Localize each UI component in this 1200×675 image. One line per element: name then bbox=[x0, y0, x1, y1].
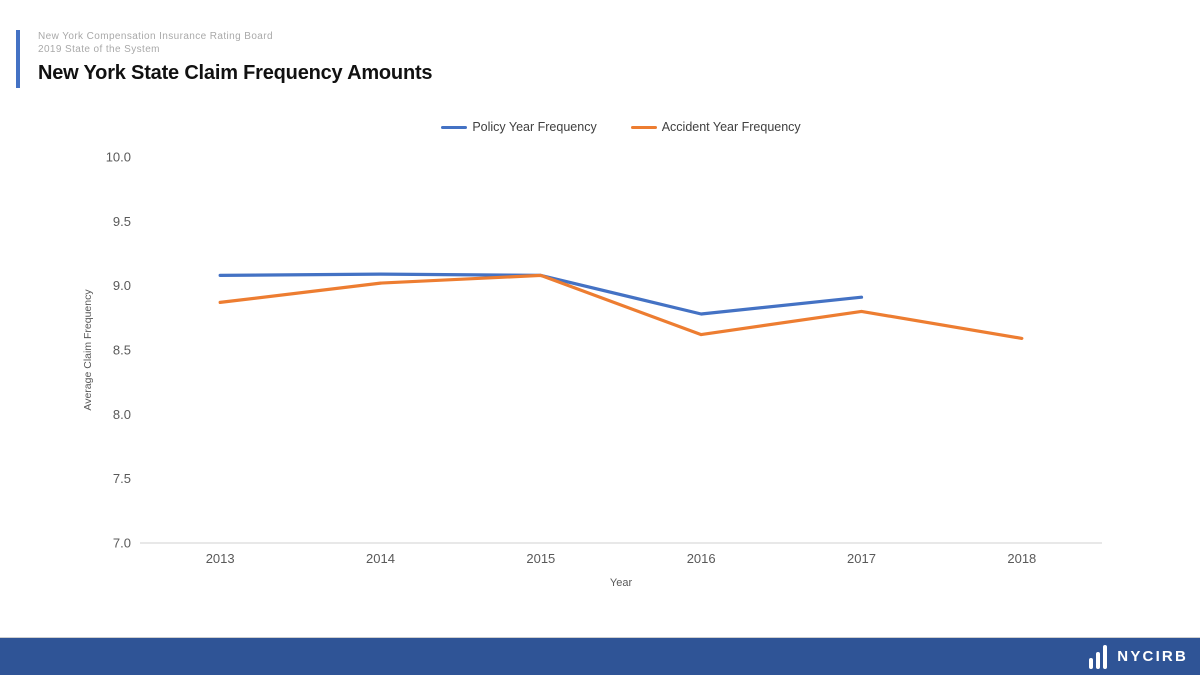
footer-bar: NYCIRB bbox=[0, 637, 1200, 675]
nycirb-logo-icon bbox=[1089, 644, 1108, 669]
svg-text:8.5: 8.5 bbox=[113, 343, 131, 358]
legend-item-accident-year: Accident Year Frequency bbox=[630, 120, 801, 134]
title-accent-bar bbox=[16, 30, 20, 88]
brand-name: NYCIRB bbox=[1117, 648, 1188, 665]
legend-item-policy-year: Policy Year Frequency bbox=[441, 120, 597, 134]
eyebrow-line1: New York Compensation Insurance Rating B… bbox=[38, 31, 273, 42]
chart-legend: Policy Year Frequency Accident Year Freq… bbox=[140, 120, 1102, 134]
legend-swatch-policy-year-icon bbox=[441, 125, 468, 129]
page-title: New York State Claim Frequency Amounts bbox=[38, 62, 433, 84]
svg-text:7.0: 7.0 bbox=[113, 536, 131, 551]
svg-text:2014: 2014 bbox=[366, 551, 395, 566]
svg-text:2013: 2013 bbox=[206, 551, 235, 566]
svg-text:2018: 2018 bbox=[1007, 551, 1036, 566]
svg-text:8.0: 8.0 bbox=[113, 407, 131, 422]
legend-swatch-accident-year-icon bbox=[630, 125, 657, 129]
svg-text:2017: 2017 bbox=[847, 551, 876, 566]
legend-label-accident-year: Accident Year Frequency bbox=[661, 120, 801, 134]
svg-text:7.5: 7.5 bbox=[113, 471, 131, 486]
svg-text:10.0: 10.0 bbox=[106, 150, 131, 165]
svg-text:9.5: 9.5 bbox=[113, 214, 131, 229]
svg-text:2015: 2015 bbox=[526, 551, 555, 566]
legend-label-policy-year: Policy Year Frequency bbox=[472, 120, 597, 134]
slide-eyebrow: New York Compensation Insurance Rating B… bbox=[38, 30, 273, 56]
svg-text:2016: 2016 bbox=[687, 551, 716, 566]
x-axis-title: Year bbox=[609, 577, 633, 589]
svg-text:9.0: 9.0 bbox=[113, 278, 131, 293]
claim-frequency-line-chart: 7.0 7.5 8.0 8.5 9.0 9.5 10.0 2013 2014 2015 2016 20… bbox=[106, 150, 1102, 566]
eyebrow-line2: 2019 State of the System bbox=[38, 44, 160, 55]
